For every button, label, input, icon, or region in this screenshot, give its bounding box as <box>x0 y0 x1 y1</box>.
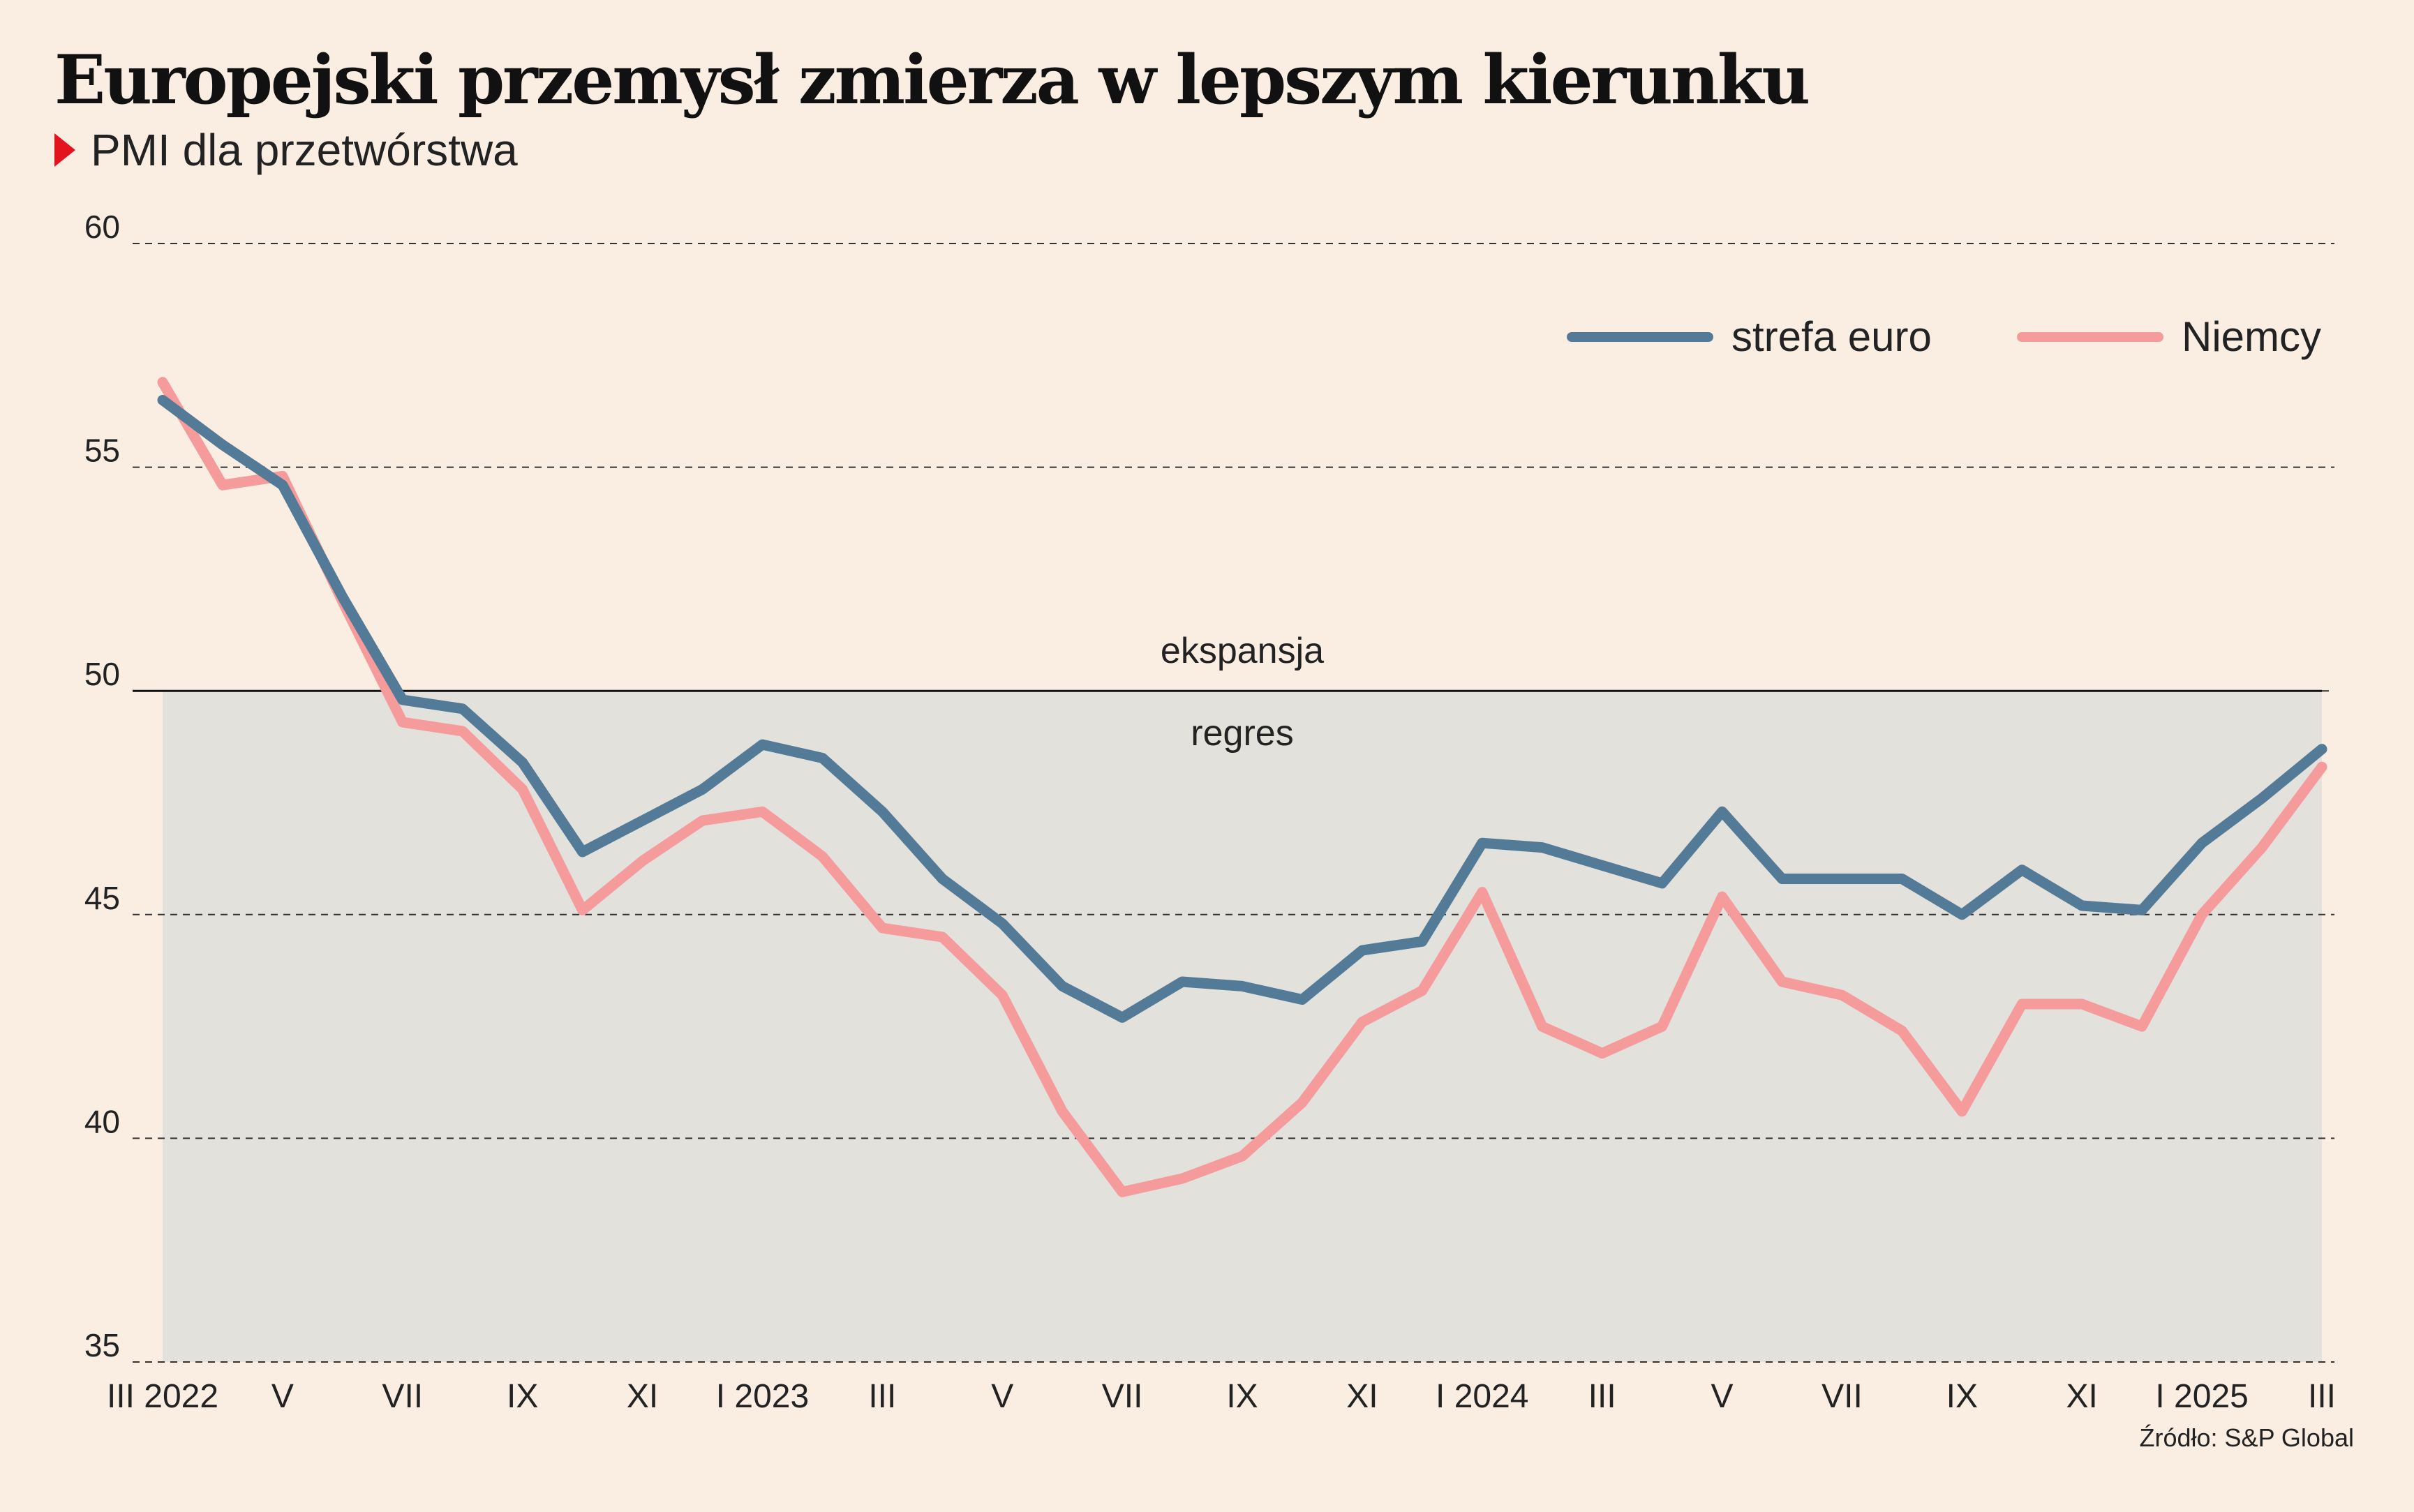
x-tick-label: IX <box>1946 1378 1978 1415</box>
y-tick-label: 50 <box>84 656 120 692</box>
x-tick-label: XI <box>2066 1378 2098 1415</box>
x-tick-label: IX <box>507 1378 538 1415</box>
zone-label-ekspansja: ekspansja <box>1161 631 1324 671</box>
x-tick-label: III <box>868 1378 896 1415</box>
x-tick-label: VII <box>382 1378 423 1415</box>
y-tick-label: 35 <box>84 1327 120 1363</box>
legend-item-germany: Niemcy <box>2017 313 2321 361</box>
x-tick-label: V <box>1711 1378 1734 1415</box>
red-triangle-icon <box>54 133 75 167</box>
legend-swatch-euro <box>1567 331 1713 342</box>
x-tick-label: III <box>2308 1378 2336 1415</box>
y-tick-label: 40 <box>84 1103 120 1139</box>
series-line-euro <box>157 394 2327 1023</box>
zone-label-regres: regres <box>1191 713 1293 754</box>
subtitle-text: PMI dla przetwórstwa <box>91 125 518 175</box>
x-tick-label: XI <box>1346 1378 1378 1415</box>
x-tick-label: V <box>991 1378 1013 1415</box>
legend-item-euro: strefa euro <box>1567 313 1932 361</box>
y-tick-label: 55 <box>84 433 120 469</box>
x-tick-label: XI <box>627 1378 658 1415</box>
x-tick-label: VII <box>1821 1378 1863 1415</box>
x-tick-label: VII <box>1102 1378 1143 1415</box>
x-tick-label: IX <box>1226 1378 1258 1415</box>
y-tick-label: 60 <box>84 209 120 245</box>
x-tick-label: III 2022 <box>107 1378 218 1415</box>
x-tick-label: III <box>1588 1378 1616 1415</box>
source-note: Źródło: S&P Global <box>2139 1423 2355 1452</box>
legend-swatch-germany <box>2017 331 2163 342</box>
legend-label-germany: Niemcy <box>2182 313 2322 360</box>
series-line-germany <box>157 377 2327 1197</box>
x-tick-label: I 2025 <box>2155 1378 2248 1415</box>
chart-title: Europejski przemysł zmierza w lepszym ki… <box>54 40 1810 119</box>
legend-label-euro: strefa euro <box>1731 313 1932 360</box>
chart-subtitle: PMI dla przetwórstwa <box>54 124 518 176</box>
x-tick-label: V <box>271 1378 294 1415</box>
y-tick-label: 45 <box>84 880 120 916</box>
x-tick-label: I 2023 <box>716 1378 809 1415</box>
regres-band <box>163 691 2322 1362</box>
x-tick-label: I 2024 <box>1436 1378 1528 1415</box>
